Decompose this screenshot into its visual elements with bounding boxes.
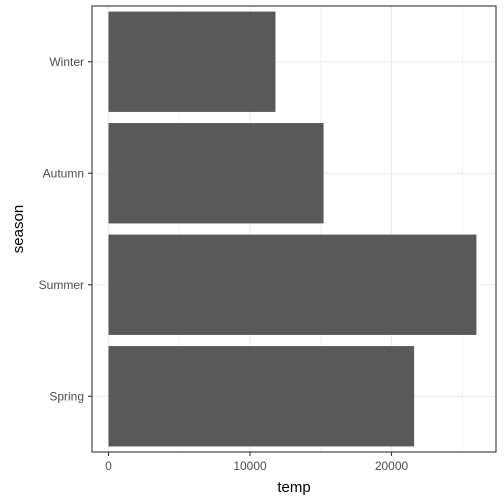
axes: Spring Summer Autumn Winter 0 10000 20000 <box>39 55 409 473</box>
y-tick-label-spring: Spring <box>49 389 84 403</box>
y-axis-title: season <box>10 205 27 253</box>
bar-winter <box>108 11 276 112</box>
y-tick-label-summer: Summer <box>39 278 84 292</box>
x-tick-label-1: 10000 <box>233 459 267 473</box>
bar-spring <box>108 346 415 447</box>
panel-border <box>91 5 497 453</box>
bar-autumn <box>108 123 324 224</box>
bars <box>108 11 477 447</box>
y-tick-label-winter: Winter <box>49 55 84 69</box>
bar-summer <box>108 234 477 335</box>
y-tick-label-autumn: Autumn <box>43 166 84 180</box>
x-tick-label-0: 0 <box>105 459 112 473</box>
x-tick-label-2: 20000 <box>375 459 409 473</box>
x-axis-title: temp <box>277 479 310 496</box>
